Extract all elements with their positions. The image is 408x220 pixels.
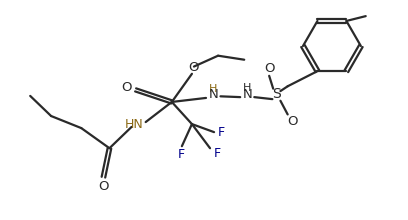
Text: F: F (218, 126, 225, 139)
Text: O: O (122, 81, 132, 94)
Text: F: F (177, 148, 185, 161)
Text: N: N (243, 88, 252, 101)
Text: H: H (243, 83, 252, 93)
Text: O: O (287, 115, 298, 128)
Text: F: F (214, 147, 221, 160)
Text: O: O (264, 62, 275, 75)
Text: O: O (98, 180, 109, 192)
Text: S: S (272, 87, 281, 101)
Text: N: N (208, 88, 218, 101)
Text: O: O (188, 61, 199, 74)
Text: HN: HN (125, 117, 144, 131)
Text: H: H (209, 84, 217, 94)
